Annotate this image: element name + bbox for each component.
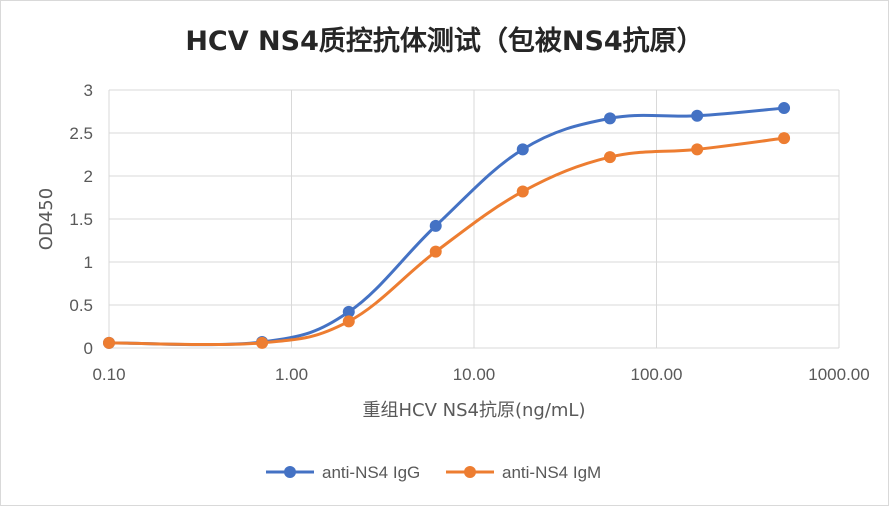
y-tick-label: 0.5 bbox=[69, 296, 93, 315]
data-point bbox=[516, 185, 529, 198]
x-tick-label: 1000.00 bbox=[808, 365, 869, 384]
data-point bbox=[429, 245, 442, 258]
x-tick-label: 10.00 bbox=[453, 365, 496, 384]
y-axis-title: OD450 bbox=[36, 188, 57, 250]
y-tick-label: 1 bbox=[84, 253, 93, 272]
x-tick-label: 100.00 bbox=[631, 365, 683, 384]
legend: anti-NS4 IgG anti-NS4 IgM bbox=[266, 463, 601, 482]
x-axis-ticks: 0.10 1.00 10.00 100.00 1000.00 bbox=[92, 365, 869, 384]
y-tick-label: 1.5 bbox=[69, 210, 93, 229]
legend-label: anti-NS4 IgM bbox=[502, 463, 601, 482]
y-tick-label: 0 bbox=[84, 339, 93, 358]
data-point bbox=[603, 112, 616, 125]
legend-marker bbox=[284, 466, 296, 478]
data-point bbox=[429, 219, 442, 232]
y-tick-label: 2 bbox=[84, 167, 93, 186]
legend-item: anti-NS4 IgG bbox=[266, 463, 420, 482]
y-tick-label: 2.5 bbox=[69, 124, 93, 143]
chart-title: HCV NS4质控抗体测试（包被NS4抗原） bbox=[185, 26, 704, 57]
x-tick-label: 0.10 bbox=[92, 365, 125, 384]
legend-marker bbox=[464, 466, 476, 478]
data-point bbox=[342, 315, 355, 328]
series-group bbox=[103, 102, 791, 349]
y-axis-ticks: 0 0.5 1 1.5 2 2.5 3 bbox=[69, 81, 93, 358]
data-point bbox=[691, 109, 704, 122]
data-point bbox=[778, 102, 791, 115]
series-line bbox=[108, 106, 785, 347]
series-0 bbox=[103, 102, 791, 349]
x-tick-label: 1.00 bbox=[275, 365, 308, 384]
series-1 bbox=[103, 132, 791, 349]
data-point bbox=[256, 336, 269, 349]
data-point bbox=[342, 305, 355, 318]
legend-item: anti-NS4 IgM bbox=[446, 463, 601, 482]
series-line bbox=[108, 136, 785, 347]
data-point bbox=[691, 143, 704, 156]
data-point bbox=[103, 336, 115, 349]
grid-lines bbox=[108, 89, 840, 349]
x-axis-title: 重组HCV NS4抗原(ng/mL) bbox=[363, 400, 586, 421]
legend-label: anti-NS4 IgG bbox=[322, 463, 420, 482]
y-tick-label: 3 bbox=[84, 81, 93, 100]
data-point bbox=[778, 132, 791, 145]
data-point bbox=[603, 151, 616, 164]
data-point bbox=[516, 143, 529, 156]
